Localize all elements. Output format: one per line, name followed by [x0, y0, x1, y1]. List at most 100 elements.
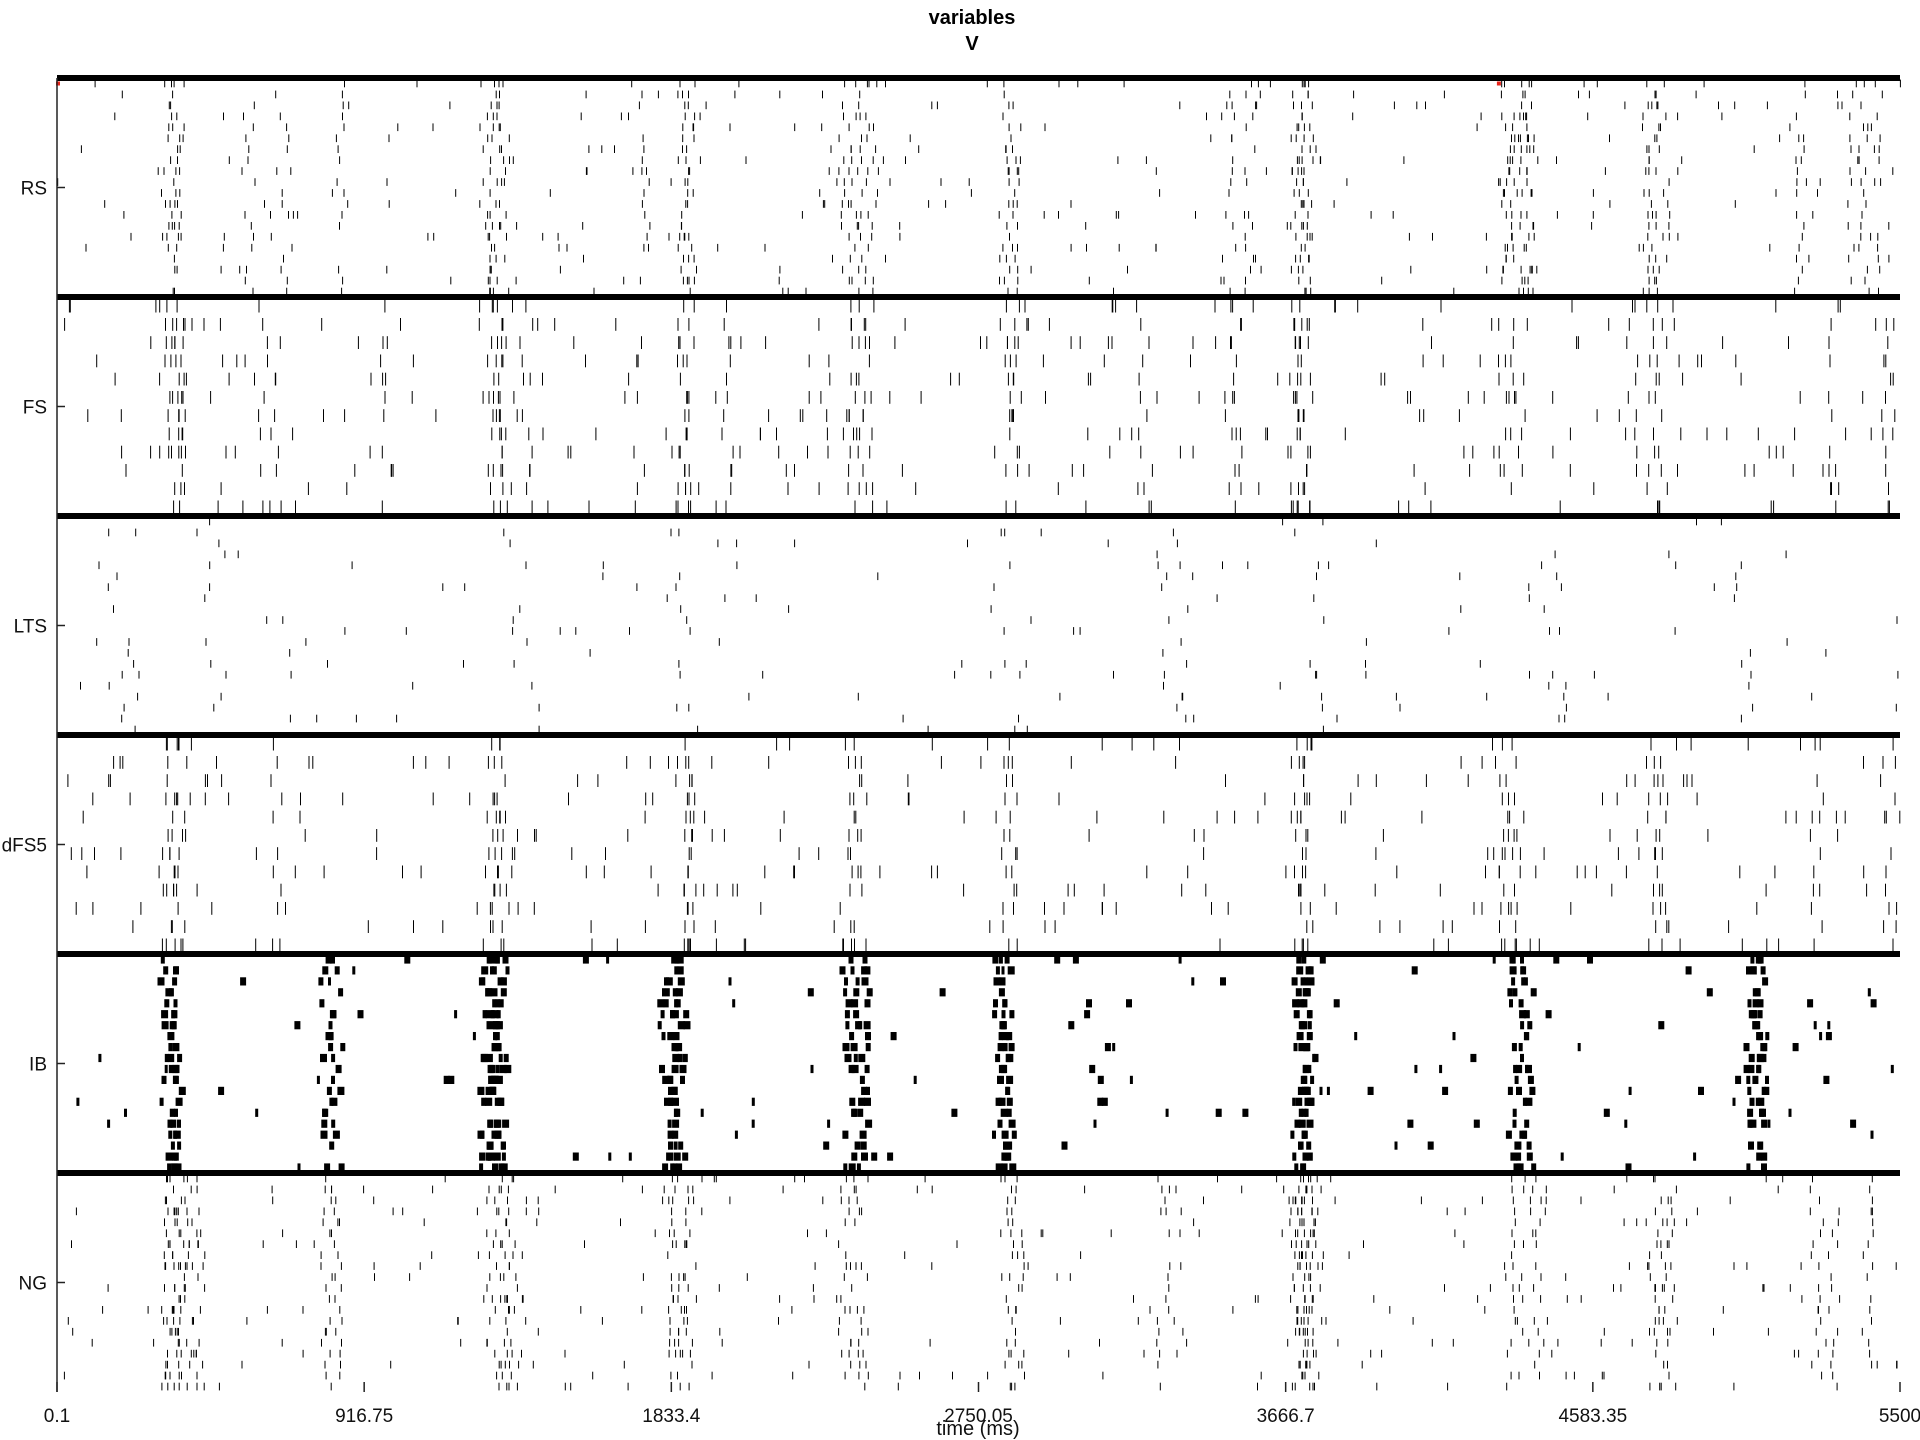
spike	[1007, 167, 1009, 175]
spike	[1059, 1317, 1061, 1325]
spike	[1375, 539, 1377, 548]
spike	[686, 902, 688, 915]
spike	[1627, 391, 1629, 404]
spike	[858, 287, 860, 296]
spike	[853, 427, 854, 441]
spike	[1593, 482, 1595, 495]
spike	[1660, 1251, 1662, 1259]
spike	[331, 1097, 338, 1106]
spike	[1511, 232, 1513, 241]
spike	[1150, 500, 1152, 514]
spike	[486, 1284, 488, 1292]
x-tick-label: 916.75	[335, 1406, 393, 1427]
spike	[179, 145, 181, 153]
spike	[1654, 276, 1656, 285]
spike	[494, 792, 496, 806]
spike	[266, 336, 268, 349]
spike	[1657, 500, 1658, 514]
spike	[182, 829, 183, 842]
spike	[684, 1273, 686, 1281]
spike	[693, 299, 695, 313]
spike	[793, 865, 795, 879]
spike	[838, 167, 840, 175]
spike	[730, 336, 732, 349]
spike	[1531, 189, 1533, 197]
spike	[999, 254, 1001, 263]
spike	[1850, 145, 1852, 153]
spike	[491, 902, 493, 915]
spike	[853, 988, 860, 997]
spike	[168, 1053, 175, 1063]
spike	[518, 1360, 520, 1369]
spike	[1818, 1262, 1820, 1270]
spike	[491, 966, 497, 975]
spike	[1652, 902, 1654, 915]
spike	[252, 287, 254, 296]
spike	[674, 1010, 679, 1019]
spike	[228, 156, 230, 164]
spike	[1565, 703, 1567, 712]
spike	[487, 211, 489, 219]
spike	[166, 883, 168, 897]
spike	[1811, 692, 1813, 701]
spike	[1308, 1273, 1310, 1281]
spike	[222, 243, 224, 252]
spike	[1870, 1207, 1872, 1216]
spike	[1319, 955, 1326, 964]
spike	[1626, 1174, 1628, 1183]
spike	[1161, 1185, 1163, 1194]
spike	[1529, 938, 1531, 952]
spike	[997, 1075, 1004, 1084]
spike	[64, 318, 66, 331]
spike	[671, 955, 679, 964]
spike	[1301, 318, 1303, 331]
spike	[851, 1284, 853, 1292]
spike	[685, 482, 686, 495]
spike	[1741, 660, 1743, 668]
spike	[814, 1262, 816, 1270]
spike	[855, 977, 860, 986]
spike	[1885, 391, 1886, 404]
spike	[1016, 883, 1018, 897]
spike	[1079, 336, 1081, 349]
spike	[684, 737, 686, 751]
spike	[1335, 902, 1337, 915]
spike	[592, 1371, 594, 1380]
spike	[294, 865, 296, 879]
spike	[1509, 966, 1517, 975]
spike	[253, 101, 255, 110]
spike	[1149, 1306, 1151, 1314]
spike	[853, 792, 855, 806]
spike	[196, 528, 198, 537]
spike	[850, 1043, 858, 1052]
spike	[1671, 1229, 1673, 1238]
spike	[1746, 966, 1752, 975]
spike	[868, 79, 870, 88]
spike	[188, 1240, 190, 1248]
spike	[275, 372, 277, 386]
spike	[681, 211, 683, 219]
spike	[1845, 427, 1847, 441]
spike	[802, 409, 804, 422]
spike	[497, 829, 499, 842]
spike	[491, 1010, 499, 1019]
spike	[1376, 1382, 1378, 1391]
spike	[980, 756, 982, 769]
spike	[861, 1086, 868, 1095]
spike	[1473, 902, 1475, 915]
spike	[485, 1097, 493, 1106]
spike	[1481, 756, 1483, 769]
spike	[1549, 627, 1550, 635]
spike	[1501, 112, 1503, 121]
spike	[1526, 318, 1528, 331]
spike	[339, 222, 340, 230]
spike	[1798, 243, 1800, 252]
spike	[485, 1010, 492, 1019]
spike	[1021, 1240, 1023, 1248]
spike	[1005, 1152, 1012, 1161]
spike	[1743, 1043, 1750, 1052]
spike	[492, 792, 494, 806]
spike	[848, 464, 850, 477]
spike	[858, 1338, 860, 1347]
spike	[1301, 101, 1302, 110]
